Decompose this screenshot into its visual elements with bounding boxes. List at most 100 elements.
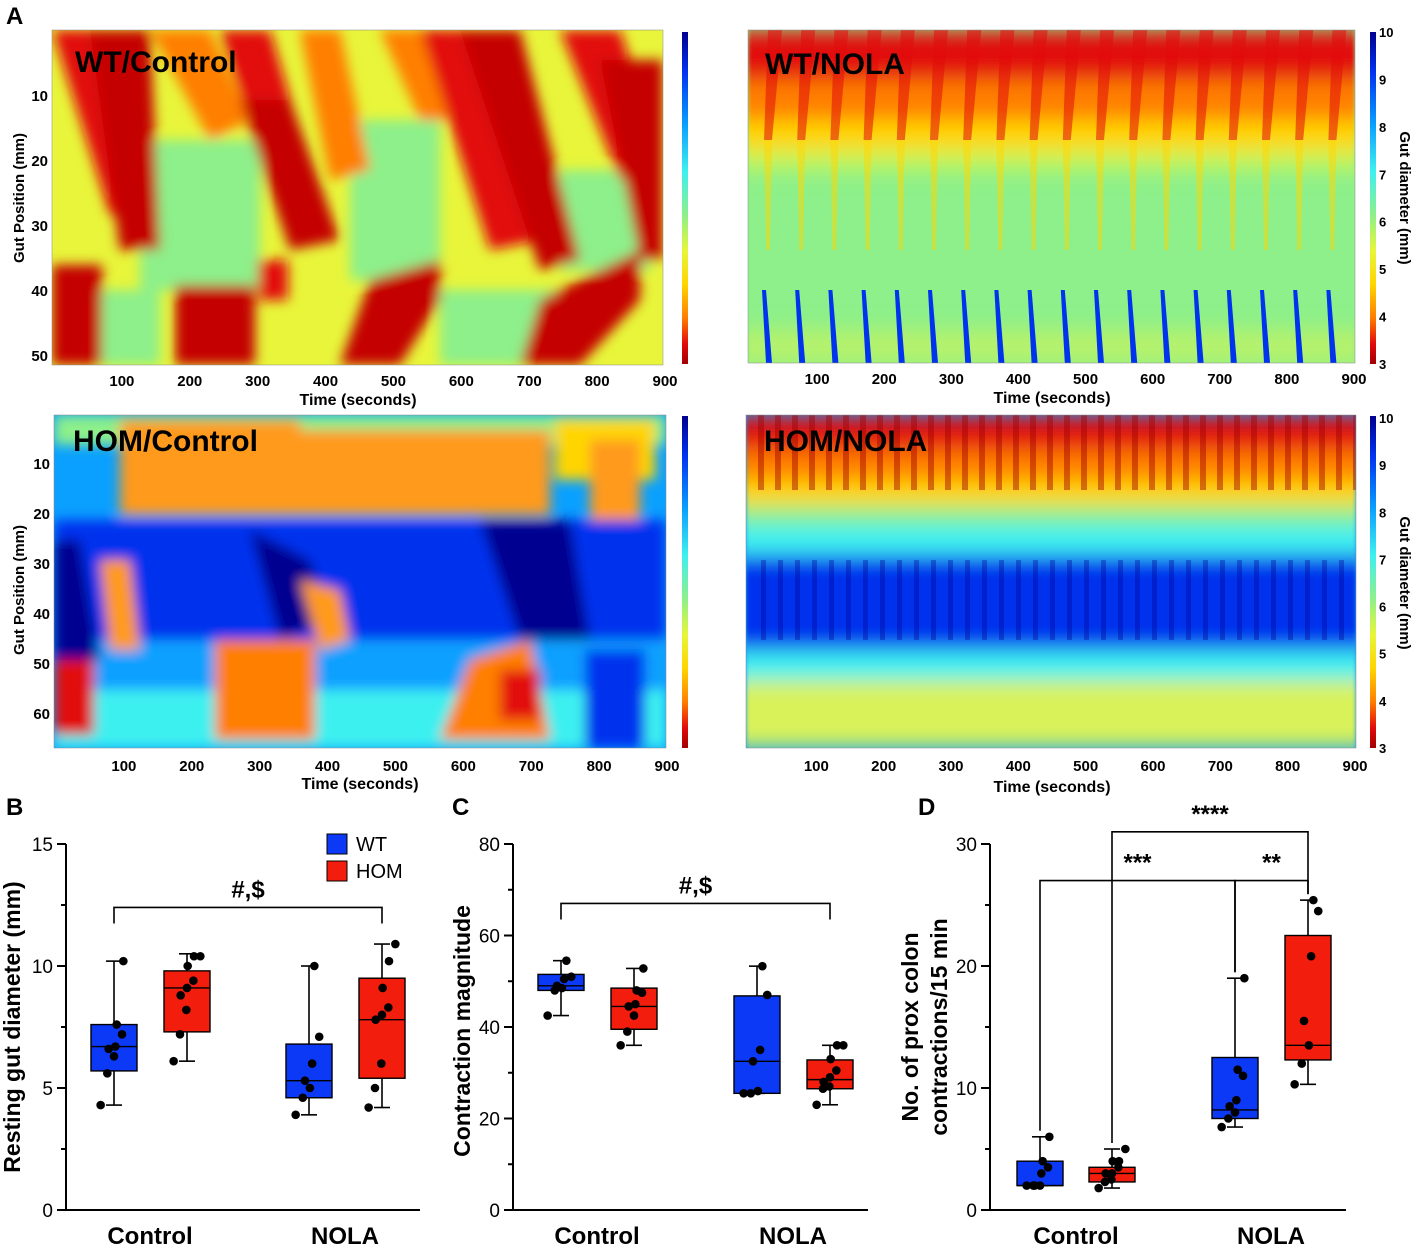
data-point xyxy=(1030,1181,1039,1190)
contraction-stripe xyxy=(1033,560,1038,640)
y-axis-label: No. of prox colon xyxy=(897,932,923,1121)
y-tick-label: 40 xyxy=(31,283,48,300)
data-point xyxy=(109,1051,119,1061)
contraction-stripe xyxy=(1295,30,1314,140)
box-rect xyxy=(163,970,211,1033)
x-tick-label: 300 xyxy=(245,373,270,390)
contraction-stripe xyxy=(764,30,782,140)
data-point xyxy=(1038,1156,1047,1166)
contraction-stripe xyxy=(1271,560,1276,640)
significance-label: **** xyxy=(1191,801,1229,828)
contraction-stripe xyxy=(1169,560,1174,640)
y-tick-label: 20 xyxy=(479,1110,500,1131)
y-tick-label: 60 xyxy=(33,706,50,723)
heatmap-hom-control: HOM/Control Gut Position (mm) Time (seco… xyxy=(11,414,688,793)
colorbar-hom-control xyxy=(682,416,688,748)
contraction-stripe xyxy=(931,560,936,640)
contraction-stripe xyxy=(761,560,766,640)
box-wt-control xyxy=(537,956,585,1020)
x-ticks-hom-nola: 100 200 300 400 500 600 700 800 900 xyxy=(804,758,1368,775)
contraction-stripe xyxy=(1166,415,1172,490)
data-point xyxy=(1101,1169,1110,1178)
x-tick-label: 700 xyxy=(1207,371,1232,388)
contraction-stripe xyxy=(1305,560,1310,640)
significance-label: #,$ xyxy=(231,876,265,903)
data-point xyxy=(305,1083,315,1093)
x-tick-label: 500 xyxy=(1073,371,1098,388)
x-tick-label: 700 xyxy=(1208,758,1233,775)
data-point xyxy=(378,983,387,993)
data-point xyxy=(196,951,205,961)
contraction-stripe xyxy=(982,560,987,640)
contraction-stripe xyxy=(1193,290,1204,363)
data-point xyxy=(169,1056,178,1066)
contraction-stripe xyxy=(897,560,902,640)
contraction-stripe xyxy=(945,415,951,490)
contraction-stripe xyxy=(1226,290,1237,363)
colorbar-tick-label: 4 xyxy=(1379,310,1387,325)
x-tick-label: 400 xyxy=(313,373,338,390)
data-point xyxy=(832,1066,841,1075)
data-point xyxy=(812,1100,821,1110)
colorbar-wt-control xyxy=(682,32,688,364)
data-point xyxy=(762,990,772,1000)
bracket-line xyxy=(113,906,383,924)
contraction-stripe xyxy=(1152,560,1157,640)
y-tick-label: 20 xyxy=(956,957,977,978)
x-tick-label: 400 xyxy=(315,758,340,775)
heatmap-label-hom-nola: HOM/NOLA xyxy=(764,425,927,458)
data-point xyxy=(119,956,128,966)
y-axis-label: contractions/15 min xyxy=(926,918,952,1135)
x-tick-label: 200 xyxy=(871,758,896,775)
data-point xyxy=(291,1110,300,1120)
contraction-stripe xyxy=(1328,30,1347,140)
x-tick-label: 400 xyxy=(1006,371,1031,388)
bracket-line xyxy=(1039,879,1236,1131)
contraction-stripe xyxy=(846,560,851,640)
contraction-stripe xyxy=(1302,415,1308,490)
x-tick-label: 500 xyxy=(1073,758,1098,775)
contraction-stripe xyxy=(877,415,883,490)
contraction-stripe xyxy=(1262,140,1270,250)
contraction-stripe xyxy=(1326,290,1337,363)
box-rect xyxy=(1284,934,1332,1061)
x-category-label: NOLA xyxy=(1237,1223,1305,1249)
data-point xyxy=(104,1044,113,1054)
data-point xyxy=(384,956,394,966)
contraction-stripe xyxy=(1288,560,1293,640)
colorbar-hom-nola xyxy=(1370,416,1376,748)
contraction-stripe xyxy=(1084,560,1089,640)
contraction-stripe xyxy=(1228,140,1237,250)
colorbar-wt-nola xyxy=(1370,32,1376,364)
data-point xyxy=(103,1069,112,1078)
contraction-stripe xyxy=(1195,140,1204,250)
y-ticks-wt-control: 10 20 30 40 50 xyxy=(31,88,48,365)
y-axis-label: Resting gut diameter (mm) xyxy=(0,881,25,1172)
contraction-stripe xyxy=(1127,290,1138,363)
heatmap-wt-control: WT/Control Gut Position (mm) Time (secon… xyxy=(11,29,688,409)
x-tick-label: 300 xyxy=(938,758,963,775)
legend-swatch-wt xyxy=(326,833,348,855)
x-tick-label: 500 xyxy=(383,758,408,775)
x-tick-label: 300 xyxy=(247,758,272,775)
colorbar-label-wt-nola: Gut diameter (mm) xyxy=(1396,131,1413,264)
data-point xyxy=(746,1089,756,1098)
contraction-stripe xyxy=(1260,290,1270,363)
data-point xyxy=(1238,1071,1248,1081)
contraction-stripe xyxy=(1228,30,1247,140)
legend-label-wt: WT xyxy=(356,834,387,856)
contraction-stripe xyxy=(863,560,868,640)
contraction-stripe xyxy=(775,415,781,490)
x-tick-label: 500 xyxy=(381,373,406,390)
box-wt-control xyxy=(1016,1132,1064,1190)
panel-letter-d: D xyxy=(918,794,935,821)
data-point xyxy=(1309,895,1318,905)
data-point xyxy=(755,1045,765,1055)
data-point xyxy=(616,1041,625,1050)
x-tick-label: 400 xyxy=(1006,758,1031,775)
data-point xyxy=(175,1030,185,1039)
heatmap-label-wt-nola: WT/NOLA xyxy=(765,48,905,81)
x-tick-label: 100 xyxy=(805,371,830,388)
significance-bracket: #,$ xyxy=(560,872,831,920)
